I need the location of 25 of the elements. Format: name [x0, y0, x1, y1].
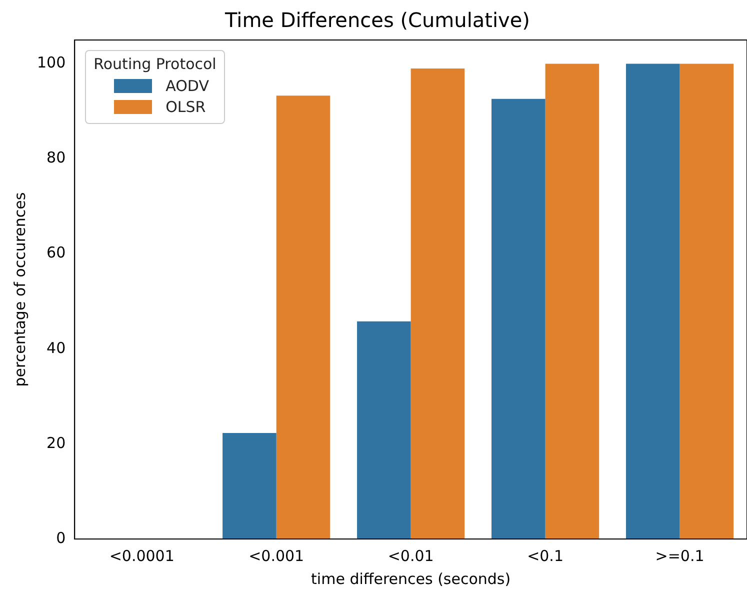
- bar: [680, 64, 734, 539]
- y-tick-label: 0: [56, 528, 66, 547]
- y-tick-label: 40: [46, 338, 66, 357]
- x-tick-label: >=0.1: [655, 546, 704, 565]
- legend-title: Routing Protocol: [94, 55, 216, 73]
- y-tick-label: 20: [46, 434, 66, 452]
- bar: [410, 68, 465, 539]
- x-tick-label: <0.0001: [109, 546, 174, 565]
- y-tick-label: 100: [36, 54, 66, 72]
- y-axis-title: percentage of occurences: [10, 192, 29, 387]
- bar: [626, 64, 680, 539]
- bar: [545, 64, 600, 539]
- x-tick-label: <0.001: [248, 546, 304, 565]
- x-axis-title: time differences (seconds): [311, 570, 511, 588]
- legend-label: OLSR: [166, 98, 206, 116]
- y-tick-label: 80: [46, 148, 66, 167]
- x-tick-label: <0.1: [527, 546, 564, 565]
- chart-title: Time Differences (Cumulative): [224, 8, 530, 32]
- y-tick-label: 60: [46, 244, 66, 262]
- bar: [492, 98, 546, 539]
- bar: [357, 321, 411, 539]
- bar: [222, 433, 276, 539]
- legend-label: AODV: [166, 77, 209, 95]
- x-tick-label: <0.01: [388, 546, 434, 565]
- bar: [276, 96, 330, 539]
